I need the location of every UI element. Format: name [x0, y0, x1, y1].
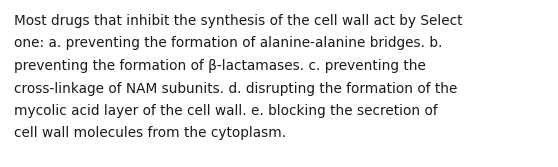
Text: mycolic acid layer of the cell wall. e. blocking the secretion of: mycolic acid layer of the cell wall. e. … [14, 104, 437, 118]
Text: cross-linkage of NAM subunits. d. disrupting the formation of the: cross-linkage of NAM subunits. d. disrup… [14, 81, 458, 96]
Text: one: a. preventing the formation of alanine-alanine bridges. b.: one: a. preventing the formation of alan… [14, 37, 442, 50]
Text: cell wall molecules from the cytoplasm.: cell wall molecules from the cytoplasm. [14, 126, 286, 140]
Text: Most drugs that inhibit the synthesis of the cell wall act by Select: Most drugs that inhibit the synthesis of… [14, 14, 463, 28]
Text: preventing the formation of β-lactamases. c. preventing the: preventing the formation of β-lactamases… [14, 59, 426, 73]
